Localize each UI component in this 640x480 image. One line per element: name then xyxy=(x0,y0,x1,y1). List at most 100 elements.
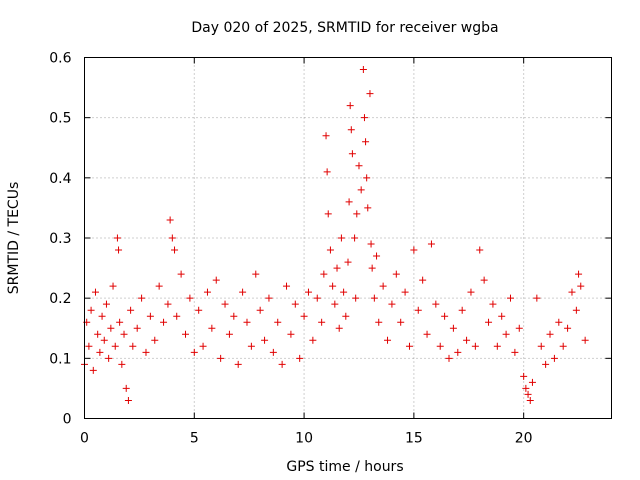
data-point xyxy=(278,360,286,368)
data-point xyxy=(124,396,132,404)
data-point xyxy=(283,282,291,290)
data-point xyxy=(239,288,247,296)
data-point xyxy=(102,300,110,308)
data-point xyxy=(555,318,563,326)
data-point xyxy=(357,186,365,194)
data-point xyxy=(515,324,523,332)
data-point xyxy=(528,378,536,386)
y-tick-label: 0 xyxy=(63,412,72,428)
data-point xyxy=(373,252,381,260)
y-tick-label: 0.3 xyxy=(49,231,71,247)
data-point xyxy=(243,318,251,326)
data-point xyxy=(375,318,383,326)
data-point xyxy=(427,240,435,248)
data-point xyxy=(463,336,471,344)
data-point xyxy=(212,276,220,284)
data-point xyxy=(85,342,93,350)
data-point xyxy=(322,132,330,140)
data-point xyxy=(151,336,159,344)
data-point xyxy=(230,312,238,320)
data-point xyxy=(575,270,583,278)
data-point xyxy=(537,342,545,350)
data-point xyxy=(436,342,444,350)
data-point xyxy=(287,330,295,338)
data-point xyxy=(489,300,497,308)
data-point xyxy=(208,324,216,332)
data-point xyxy=(392,270,400,278)
data-point xyxy=(146,312,154,320)
data-point xyxy=(247,342,255,350)
data-point xyxy=(111,342,119,350)
data-point xyxy=(164,300,172,308)
x-tick-label: 10 xyxy=(295,431,313,447)
data-point xyxy=(359,66,367,74)
data-point xyxy=(252,270,260,278)
data-point xyxy=(360,114,368,122)
data-point xyxy=(370,294,378,302)
data-point xyxy=(401,288,409,296)
data-point xyxy=(368,264,376,272)
data-point xyxy=(166,216,174,224)
data-point xyxy=(323,168,331,176)
data-point xyxy=(522,384,530,392)
data-point xyxy=(118,360,126,368)
data-point xyxy=(221,300,229,308)
data-points xyxy=(81,66,589,404)
data-point xyxy=(274,318,282,326)
data-point xyxy=(445,354,453,362)
data-point xyxy=(291,300,299,308)
data-point xyxy=(113,234,121,242)
data-point xyxy=(502,330,510,338)
data-point xyxy=(345,198,353,206)
data-point xyxy=(265,294,273,302)
y-axis-label: SRMTID / TECUs xyxy=(6,182,22,295)
y-tick-label: 0.5 xyxy=(49,111,71,127)
data-point xyxy=(203,288,211,296)
data-point xyxy=(115,246,123,254)
data-point xyxy=(318,318,326,326)
data-point xyxy=(269,348,277,356)
data-point xyxy=(109,282,117,290)
data-point xyxy=(87,306,95,314)
data-point xyxy=(388,300,396,308)
data-point xyxy=(199,342,207,350)
data-point xyxy=(511,348,519,356)
data-point xyxy=(329,282,337,290)
data-point xyxy=(107,324,115,332)
data-point xyxy=(261,336,269,344)
data-point xyxy=(347,126,355,134)
data-point xyxy=(129,342,137,350)
data-point xyxy=(352,294,360,302)
data-point xyxy=(225,330,233,338)
y-tick-label: 0.4 xyxy=(49,171,71,187)
data-point xyxy=(458,306,466,314)
data-point xyxy=(335,324,343,332)
data-point xyxy=(173,312,181,320)
data-point xyxy=(133,324,141,332)
data-point xyxy=(423,330,431,338)
data-point xyxy=(520,372,528,380)
data-point xyxy=(364,204,372,212)
data-point xyxy=(419,276,427,284)
x-tick-labels: 0 5 10 15 20 xyxy=(80,431,533,447)
data-point xyxy=(397,318,405,326)
axis-ticks xyxy=(84,57,612,419)
y-tick-label: 0.1 xyxy=(49,351,71,367)
data-point xyxy=(542,360,550,368)
data-point xyxy=(155,282,163,290)
chart-title: Day 020 of 2025, SRMTID for receiver wgb… xyxy=(191,20,498,36)
data-point xyxy=(405,342,413,350)
data-point xyxy=(581,336,589,344)
data-point xyxy=(256,306,264,314)
x-tick-label: 15 xyxy=(405,431,423,447)
x-tick-label: 0 xyxy=(80,431,89,447)
data-point xyxy=(351,234,359,242)
grid xyxy=(84,57,612,419)
data-point xyxy=(348,150,356,158)
data-point xyxy=(480,276,488,284)
data-point xyxy=(493,342,501,350)
data-point xyxy=(367,240,375,248)
data-point xyxy=(127,306,135,314)
data-point xyxy=(326,246,334,254)
